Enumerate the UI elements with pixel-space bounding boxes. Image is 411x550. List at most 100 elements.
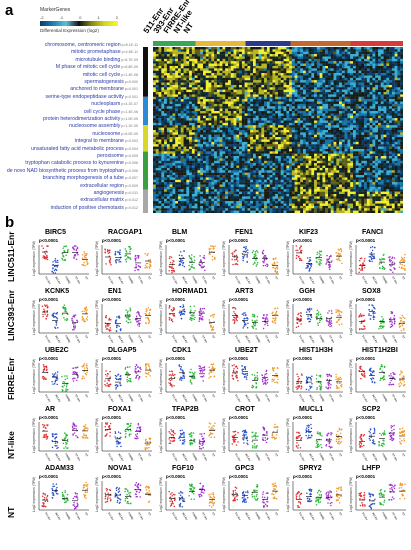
go-term-pvalue: p=1.0E-05 bbox=[120, 117, 138, 121]
y-axis-label: Log2 expression (TPM) bbox=[32, 299, 36, 335]
y-axis-label: Log2 expression (TPM) bbox=[95, 299, 99, 335]
go-term-name: protein heterodimerization activity bbox=[43, 116, 121, 122]
go-term-pvalue: p=0.012 bbox=[123, 198, 138, 203]
violin-plot: 511-Enr 393-Enr FIRRE-Enr NT-like NT bbox=[38, 422, 90, 461]
p-value-label: p<0.0001 bbox=[39, 415, 59, 420]
go-term-name: cell cycle phase bbox=[83, 108, 121, 115]
p-value-label: p<0.0001 bbox=[39, 238, 59, 243]
gene-title: KCNK5 bbox=[45, 288, 70, 295]
gene-title: HIST1H2BI bbox=[362, 347, 398, 354]
gene-title: TFAP2B bbox=[172, 406, 199, 413]
p-value-label: p<0.0001 bbox=[293, 297, 313, 302]
go-term-name: microtubule binding bbox=[75, 56, 121, 63]
go-term-label: peroxisome p=0.005 bbox=[97, 153, 138, 159]
p-value-label: p<0.0001 bbox=[229, 356, 249, 361]
go-term-pvalue: p=4.1E-07 bbox=[120, 102, 138, 107]
column-group-bar bbox=[153, 41, 196, 46]
y-axis-label: Log2 expression (TPM) bbox=[222, 358, 226, 394]
p-value-label: p<0.0001 bbox=[229, 238, 249, 243]
p-value-label: p<0.0001 bbox=[166, 474, 186, 479]
legend-subtitle: Differential Expression (log2) bbox=[40, 28, 99, 33]
gene-title: ART3 bbox=[235, 288, 254, 295]
violin-plot: 511-Enr 393-Enr FIRRE-Enr NT-like NT bbox=[38, 363, 90, 402]
violin-plot: 511-Enr 393-Enr FIRRE-Enr NT-like NT bbox=[101, 304, 153, 343]
go-term-label: tryptophan catabolic process to kynureni… bbox=[25, 160, 138, 166]
go-term-label: anchored to membrane p=0.001 bbox=[70, 86, 138, 92]
violin-plot: 511-Enr 393-Enr FIRRE-Enr NT-like NT bbox=[355, 363, 407, 402]
p-value-label: p<0.0001 bbox=[229, 415, 249, 420]
p-value-label: p<0.0001 bbox=[39, 474, 59, 479]
go-term-label: de novo NAD biosynthetic process from tr… bbox=[7, 168, 138, 174]
violin-plot: 511-Enr 393-Enr FIRRE-Enr NT-like NT bbox=[355, 304, 407, 343]
violin-plot: 511-Enr 393-Enr FIRRE-Enr NT-like NT bbox=[101, 481, 153, 520]
go-term-label: nucleosome assembly p=1.1E-05 bbox=[69, 123, 138, 129]
go-term-label: induction of positive chemotaxis p=0.012 bbox=[51, 205, 138, 211]
gene-title: BLM bbox=[172, 229, 188, 236]
y-axis-label: Log2 expression (TPM) bbox=[32, 358, 36, 394]
go-term-pvalue: p=0.001 bbox=[123, 94, 138, 99]
go-term-label: angiogenesis p=0.011 bbox=[94, 190, 138, 196]
legend-colorbar bbox=[40, 21, 118, 26]
p-value-label: p<0.0001 bbox=[356, 356, 376, 361]
column-group-bar bbox=[290, 41, 351, 46]
gene-title: SCP2 bbox=[362, 406, 381, 413]
p-value-label: p<0.0001 bbox=[229, 297, 249, 302]
go-term-label: extracellular region p=0.009 bbox=[80, 183, 138, 189]
legend-tick: 0 bbox=[79, 15, 82, 20]
go-term-label: branching morphogenesis of a tube p=0.00… bbox=[43, 175, 138, 181]
go-term-pvalue: p=4.6E-11 bbox=[120, 50, 138, 55]
violin-plot: 511-Enr 393-Enr FIRRE-Enr NT-like NT bbox=[355, 422, 407, 461]
violin-plot: 511-Enr 393-Enr FIRRE-Enr NT-like NT bbox=[38, 481, 90, 520]
go-term-name: nucleosome assembly bbox=[68, 123, 121, 130]
go-term-pvalue: p=0.007 bbox=[123, 176, 138, 181]
go-term-label: serine-type endopeptidase activity p=0.0… bbox=[45, 94, 138, 100]
go-term-pvalue: p=6.0E-05 bbox=[120, 131, 138, 136]
y-axis-label: Log2 expression (TPM) bbox=[286, 358, 290, 394]
violin-plot: 511-Enr 393-Enr FIRRE-Enr NT-like NT bbox=[38, 304, 90, 343]
p-value-label: p<0.0001 bbox=[102, 238, 122, 243]
row-cluster-bar bbox=[143, 47, 148, 97]
row-cluster-bar bbox=[143, 189, 148, 213]
go-term-name: chromosome, centromeric region bbox=[44, 42, 121, 48]
panel-b-letter: b bbox=[5, 214, 15, 231]
p-value-label: p<0.0001 bbox=[102, 415, 122, 420]
go-term-name: extracellular matrix bbox=[80, 197, 124, 204]
gene-title: AR bbox=[45, 406, 56, 413]
y-axis-label: Log2 expression (TPM) bbox=[286, 240, 290, 276]
y-axis-label: Log2 expression (TPM) bbox=[222, 417, 226, 453]
legend-tick: -2 bbox=[40, 15, 44, 20]
violin-plot: 511-Enr 393-Enr FIRRE-Enr NT-like NT bbox=[165, 422, 217, 461]
gene-title: DLGAP5 bbox=[108, 347, 137, 354]
y-axis-label: Log2 expression (TPM) bbox=[222, 299, 226, 335]
y-axis-label: Log2 expression (TPM) bbox=[32, 476, 36, 512]
y-axis-label: Log2 expression (TPM) bbox=[286, 417, 290, 453]
legend-tick: 2 bbox=[115, 15, 118, 20]
go-term-label: integral to membrane p=0.003 bbox=[75, 138, 138, 144]
go-term-name: induction of positive chemotaxis bbox=[50, 204, 124, 211]
gene-title: GPC3 bbox=[235, 465, 255, 472]
y-axis-label: Log2 expression (TPM) bbox=[286, 476, 290, 512]
y-axis-label: Log2 expression (TPM) bbox=[32, 417, 36, 453]
row-label: LINC511-Enr bbox=[6, 231, 16, 282]
go-term-pvalue: p=1.1E-05 bbox=[120, 124, 138, 129]
y-axis-label: Log2 expression (TPM) bbox=[349, 358, 353, 394]
gene-title: NOVA1 bbox=[108, 465, 132, 472]
go-term-name: M phase of mitotic cell cycle bbox=[55, 64, 121, 71]
violin-plot: 511-Enr 393-Enr FIRRE-Enr NT-like NT bbox=[228, 245, 280, 284]
violin-plot: 511-Enr 393-Enr FIRRE-Enr NT-like NT bbox=[165, 245, 217, 284]
gene-title: FANCI bbox=[362, 229, 383, 236]
go-term-label: protein heterodimerization activity p=1.… bbox=[43, 116, 138, 122]
violin-plot: 511-Enr 393-Enr FIRRE-Enr NT-like NT bbox=[355, 481, 407, 520]
go-term-pvalue: p=8.1E-11 bbox=[120, 43, 138, 47]
y-axis-label: Log2 expression (TPM) bbox=[159, 476, 163, 512]
column-group-bar bbox=[245, 41, 291, 46]
violin-plot: 511-Enr 393-Enr FIRRE-Enr NT-like NT bbox=[292, 481, 344, 520]
y-axis-label: Log2 expression (TPM) bbox=[159, 358, 163, 394]
row-label: FIRRE-Enr bbox=[6, 357, 16, 401]
go-term-name: mitotic prometaphase bbox=[70, 49, 121, 56]
gene-title: KIF23 bbox=[299, 229, 319, 236]
row-label: LINC393-Enr bbox=[6, 289, 16, 341]
go-term-pvalue: p=0.003 bbox=[123, 139, 138, 144]
y-axis-label: Log2 expression (TPM) bbox=[349, 417, 353, 453]
p-value-label: p<0.0001 bbox=[166, 297, 186, 302]
